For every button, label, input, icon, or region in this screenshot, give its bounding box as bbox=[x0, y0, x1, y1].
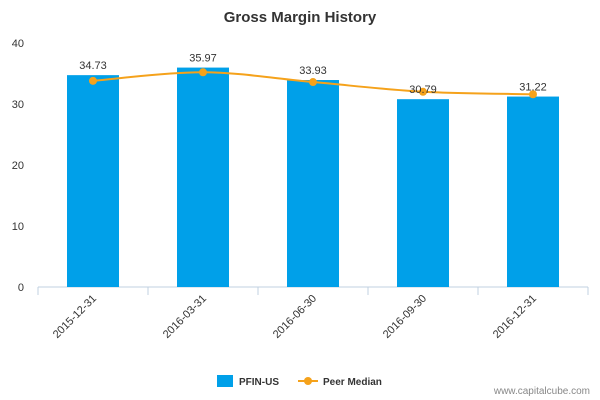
y-tick-label: 20 bbox=[12, 160, 24, 172]
chart-title: Gross Margin History bbox=[224, 9, 377, 26]
bar-data-label: 33.93 bbox=[299, 65, 327, 77]
y-tick-label: 30 bbox=[12, 99, 24, 111]
legend-swatch-marker bbox=[304, 377, 312, 385]
legend[interactable]: PFIN-US Peer Median bbox=[217, 375, 382, 388]
source-watermark: www.capitalcube.com bbox=[493, 386, 590, 397]
bar-2016-06-30[interactable] bbox=[287, 80, 339, 287]
bar-data-label: 34.73 bbox=[79, 60, 107, 72]
x-tick-label: 2015-12-31 bbox=[51, 293, 99, 341]
legend-swatch-bar bbox=[217, 375, 233, 387]
x-tick-label: 2016-12-31 bbox=[491, 293, 539, 341]
bar-2015-12-31[interactable] bbox=[67, 75, 119, 287]
bar-2016-03-31[interactable] bbox=[177, 67, 229, 287]
line-series-peer-median bbox=[89, 68, 537, 99]
bar-2016-09-30[interactable] bbox=[397, 99, 449, 287]
peer-median-point-2016-03-31[interactable] bbox=[199, 68, 207, 77]
peer-median-point-2016-06-30[interactable] bbox=[309, 78, 317, 87]
y-tick-label: 40 bbox=[12, 38, 24, 50]
bar-2016-12-31[interactable] bbox=[507, 96, 559, 287]
x-tick-label: 2016-06-30 bbox=[271, 293, 319, 341]
bar-data-label: 35.97 bbox=[189, 53, 217, 65]
legend-item-pfin-us[interactable]: PFIN-US bbox=[217, 375, 279, 388]
legend-label: Peer Median bbox=[323, 377, 382, 388]
y-axis: 0 10 20 30 40 bbox=[12, 38, 24, 294]
x-axis: 2015-12-31 2016-03-31 2016-06-30 2016-09-30… bbox=[37, 286, 589, 341]
bar-series-pfin-us bbox=[67, 67, 559, 287]
y-tick-label: 0 bbox=[18, 282, 24, 294]
legend-item-peer-median[interactable]: Peer Median bbox=[298, 377, 382, 388]
peer-median-point-2015-12-31[interactable] bbox=[89, 76, 97, 85]
y-tick-label: 10 bbox=[12, 221, 24, 233]
x-tick-label: 2016-09-30 bbox=[381, 293, 429, 341]
peer-median-point-2016-12-31[interactable] bbox=[529, 90, 537, 99]
legend-label: PFIN-US bbox=[239, 377, 279, 388]
data-labels: 34.73 35.97 33.93 30.79 31.22 bbox=[79, 53, 547, 97]
bar-data-label: 30.79 bbox=[409, 84, 437, 96]
x-tick-label: 2016-03-31 bbox=[161, 293, 209, 341]
bar-data-label: 31.22 bbox=[519, 82, 547, 94]
peer-median-point-2016-09-30[interactable] bbox=[419, 87, 427, 96]
